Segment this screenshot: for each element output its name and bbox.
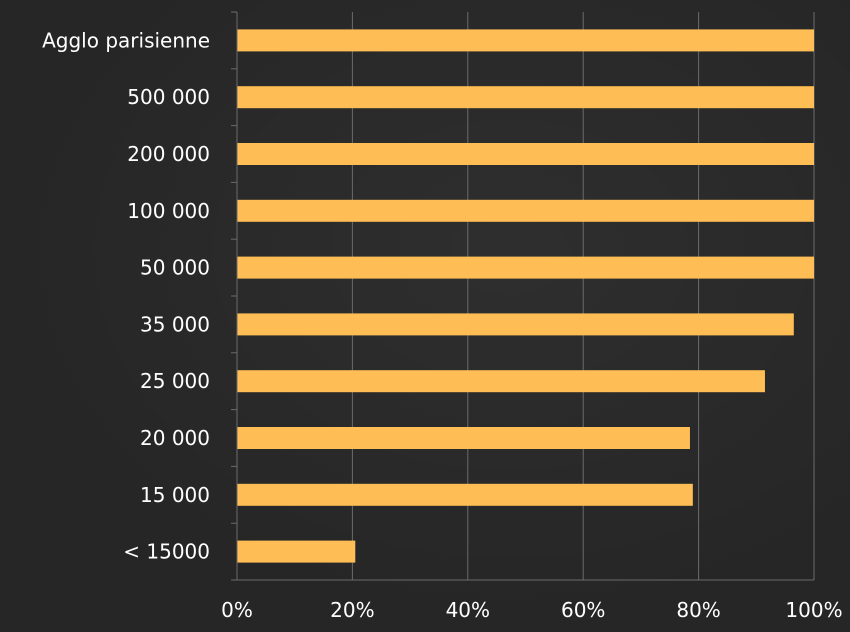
category-label: 15 000 [140, 483, 210, 507]
category-label: 20 000 [140, 426, 210, 450]
bar [237, 483, 693, 506]
category-label: 25 000 [140, 369, 210, 393]
bar [237, 199, 814, 222]
category-label: < 15000 [123, 540, 210, 564]
bar [237, 313, 794, 336]
category-labels: Agglo parisienne 500 000 200 000 100 000 50 … [42, 28, 210, 563]
axes [231, 11, 814, 581]
category-label: 35 000 [140, 312, 210, 336]
x-tick-label: 100% [785, 598, 842, 622]
bar [237, 29, 814, 52]
bar [237, 370, 765, 393]
x-tick-label: 60% [561, 598, 605, 622]
bar [237, 540, 356, 563]
x-tick-label: 80% [676, 598, 720, 622]
tick-labels: 0% 20% 40% 60% 80% 100% [221, 598, 842, 622]
category-label: 200 000 [127, 142, 210, 166]
x-tick-label: 0% [221, 598, 253, 622]
bar [237, 86, 814, 109]
category-label: Agglo parisienne [42, 28, 210, 52]
category-label: 50 000 [140, 256, 210, 280]
bar [237, 256, 814, 279]
x-tick-label: 20% [330, 598, 374, 622]
bars [237, 29, 814, 563]
category-label: 500 000 [127, 85, 210, 109]
category-label: 100 000 [127, 199, 210, 223]
bar [237, 427, 690, 449]
x-tick-label: 40% [446, 598, 490, 622]
bar [237, 143, 814, 165]
